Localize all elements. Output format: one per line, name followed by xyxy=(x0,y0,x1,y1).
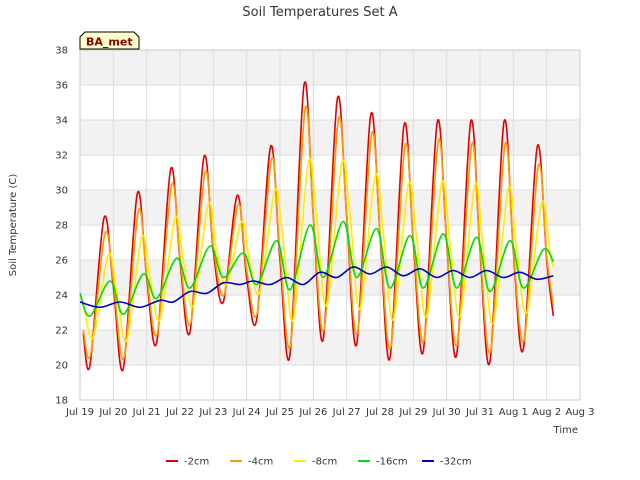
series-line-4cm xyxy=(82,105,555,361)
plot-band xyxy=(80,330,580,365)
plot-bands xyxy=(80,50,580,365)
legend-label: -2cm xyxy=(184,457,209,468)
y-tick-label: 32 xyxy=(55,151,68,162)
legend-label: -32cm xyxy=(440,457,472,468)
x-tick-label: Jul 21 xyxy=(132,407,161,418)
plot-band xyxy=(80,120,580,155)
station-badge-box xyxy=(79,31,140,50)
series-line-16cm xyxy=(79,220,555,317)
y-tick-label: 22 xyxy=(55,326,68,337)
station-badge-label: BA_met xyxy=(86,36,133,49)
legend-label: -16cm xyxy=(376,457,408,468)
y-tick-label: 26 xyxy=(55,256,68,267)
series-line-32cm xyxy=(79,266,554,309)
chart-title: Soil Temperatures Set A xyxy=(242,5,397,20)
y-tick-label: 20 xyxy=(55,361,68,372)
x-tick-label: Jul 20 xyxy=(98,407,127,418)
y-tick-label: 18 xyxy=(55,396,68,407)
x-tick-label: Jul 30 xyxy=(432,407,461,418)
x-tick-label: Jul 29 xyxy=(398,407,427,418)
x-tick-label: Jul 24 xyxy=(232,407,261,418)
station-badge: BA_met xyxy=(79,31,140,50)
y-tick-label: 24 xyxy=(55,291,68,302)
x-tick-label: Aug 3 xyxy=(565,407,594,418)
x-tick-label: Jul 23 xyxy=(198,407,227,418)
y-axis-ticks: 18 20 22 24 26 28 30 32 34 36 38 xyxy=(55,46,68,407)
y-tick-label: 30 xyxy=(55,186,68,197)
legend-label: -8cm xyxy=(312,457,337,468)
plot-border xyxy=(79,49,581,401)
y-tick-label: 36 xyxy=(55,81,68,92)
legend-label: -4cm xyxy=(248,457,273,468)
series-line-8cm xyxy=(82,158,555,343)
x-tick-label: Aug 2 xyxy=(532,407,561,418)
y-axis-label: Soil Temperature (C) xyxy=(8,174,19,277)
y-tick-label: 28 xyxy=(55,221,68,232)
plot-band xyxy=(80,50,580,85)
x-tick-label: Jul 31 xyxy=(465,407,494,418)
x-axis-ticks: Jul 19 Jul 20 Jul 21 Jul 22 Jul 23 Jul 24 Jul … xyxy=(65,407,595,418)
y-tick-label: 38 xyxy=(55,46,68,57)
legend: -2cm -4cm -8cm -16cm -32cm xyxy=(166,457,472,468)
x-tick-label: Jul 25 xyxy=(265,407,294,418)
x-tick-label: Jul 19 xyxy=(65,407,94,418)
x-tick-label: Jul 26 xyxy=(298,407,327,418)
x-tick-label: Jul 22 xyxy=(165,407,194,418)
x-tick-label: Aug 1 xyxy=(499,407,528,418)
y-tick-label: 34 xyxy=(55,116,68,127)
series-lines xyxy=(79,81,555,372)
x-tick-label: Jul 27 xyxy=(332,407,361,418)
x-axis-label: Time xyxy=(553,425,578,436)
x-tick-label: Jul 28 xyxy=(365,407,394,418)
